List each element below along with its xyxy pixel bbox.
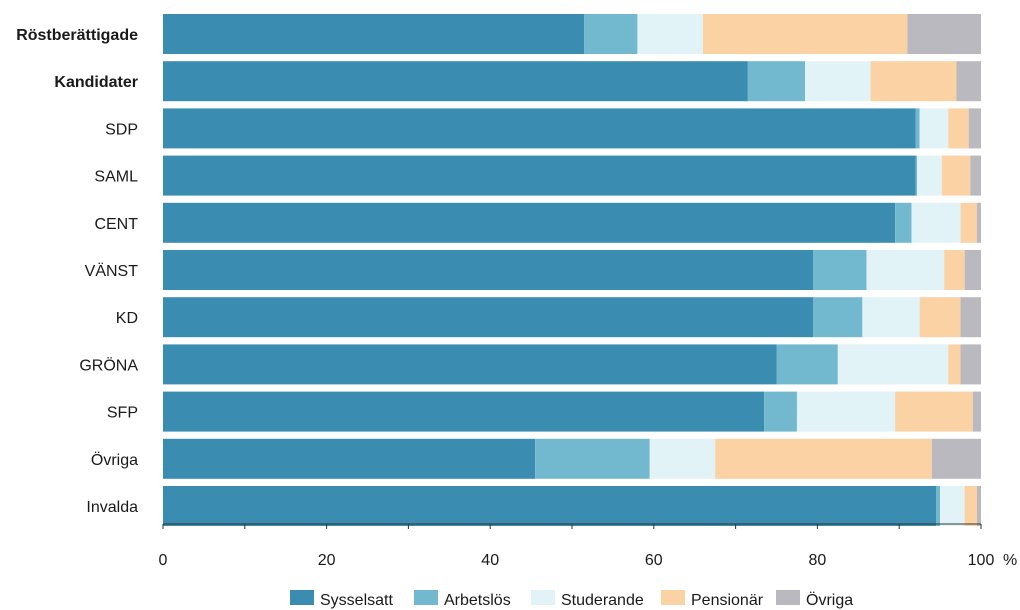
legend-swatch-ovriga (776, 590, 800, 605)
bar-vanst-studerande (866, 250, 945, 290)
bar-rostberattigade-studerande (637, 14, 703, 54)
bar-cent-sysselsatt (163, 202, 896, 243)
x-unit-label: % (1003, 552, 1017, 569)
x-tick-label-0: 0 (159, 552, 168, 569)
x-tick-label-20: 20 (318, 552, 336, 569)
bar-vanst-ovriga (964, 250, 981, 290)
bar-vanst-sysselsatt (163, 250, 814, 290)
bar-sfp-ovriga (972, 391, 981, 432)
category-label-saml: SAML (94, 169, 138, 186)
x-tick-label-100: 100 (968, 552, 995, 569)
x-axis: 0 20 40 60 80 100% (159, 523, 1017, 569)
bar-grona-ovriga (960, 344, 981, 385)
x-tick-label-40: 40 (481, 552, 499, 569)
legend-swatch-sysselsatt (290, 590, 314, 605)
bar-kd-ovriga (960, 297, 981, 338)
legend: Sysselsatt Arbetslös Studerande Pensionär Öv… (290, 590, 853, 609)
bar-grona-pensionar (948, 344, 961, 385)
bar-cent-ovriga (976, 202, 981, 243)
bar-ovriga-ovriga (931, 438, 981, 479)
legend-label-ovriga: Övriga (806, 591, 853, 609)
bar-rostberattigade-pensionar (702, 14, 908, 54)
legend-swatch-pensionar (661, 590, 685, 605)
bar-sdp-studerande (919, 108, 949, 149)
bar-cent-arbetslos (895, 202, 912, 243)
legend-item-studerande: Studerande (531, 590, 644, 609)
category-label-ovriga: Övriga (91, 451, 138, 469)
bar-kandidater-sysselsatt (163, 61, 748, 102)
bar-saml-studerande (917, 155, 942, 196)
bar-saml-arbetslos (915, 155, 918, 196)
legend-label-arbetslos: Arbetslös (444, 592, 511, 609)
bar-vanst-pensionar (944, 250, 965, 290)
bar-invalda-arbetslos (936, 486, 941, 526)
category-label-cent: CENT (94, 216, 138, 233)
bars-layer (163, 14, 981, 526)
legend-item-sysselsatt: Sysselsatt (290, 590, 393, 609)
legend-label-pensionar: Pensionär (691, 592, 764, 609)
legend-item-pensionar: Pensionär (661, 590, 764, 609)
bar-grona-studerande (837, 344, 949, 385)
bar-invalda-sysselsatt (163, 486, 937, 526)
bar-kd-arbetslos (813, 297, 863, 338)
legend-label-studerande: Studerande (561, 592, 644, 609)
bar-cent-pensionar (960, 202, 977, 243)
bar-vanst-arbetslos (813, 250, 867, 290)
category-label-rostberattigade: Röstberättigade (16, 27, 138, 44)
bar-sfp-sysselsatt (163, 391, 765, 432)
bar-kandidater-arbetslos (747, 61, 806, 102)
bar-sdp-ovriga (968, 108, 981, 149)
bar-ovriga-pensionar (715, 438, 932, 479)
category-label-kandidater: Kandidater (54, 74, 138, 91)
x-tick-label-80: 80 (809, 552, 827, 569)
legend-swatch-arbetslos (414, 590, 438, 605)
bar-sdp-pensionar (948, 108, 969, 149)
bar-rostberattigade-sysselsatt (163, 14, 585, 54)
bar-saml-pensionar (941, 155, 971, 196)
bar-sfp-pensionar (895, 391, 973, 432)
bar-saml-ovriga (970, 155, 981, 196)
bar-rostberattigade-arbetslos (584, 14, 638, 54)
legend-label-sysselsatt: Sysselsatt (320, 592, 393, 609)
bar-sdp-arbetslos (915, 108, 920, 149)
bar-ovriga-sysselsatt (163, 438, 536, 479)
legend-item-ovriga: Övriga (776, 590, 853, 609)
bar-cent-studerande (911, 202, 961, 243)
bar-kd-pensionar (919, 297, 961, 338)
bar-ovriga-studerande (649, 438, 716, 479)
bar-kd-sysselsatt (163, 297, 814, 338)
bar-kandidater-studerande (805, 61, 871, 102)
category-label-grona: GRÖNA (79, 356, 138, 374)
bar-kandidater-ovriga (956, 61, 981, 102)
legend-swatch-studerande (531, 590, 555, 605)
category-label-kd: KD (116, 310, 138, 327)
category-label-vanst: VÄNST (85, 262, 139, 280)
category-label-sdp: SDP (105, 121, 138, 138)
bar-sfp-arbetslos (764, 391, 797, 432)
bar-sfp-studerande (796, 391, 896, 432)
legend-item-arbetslos: Arbetslös (414, 590, 511, 609)
bar-grona-arbetslos (776, 344, 838, 385)
bar-sdp-sysselsatt (163, 108, 916, 149)
category-label-invalda: Invalda (86, 499, 138, 516)
bar-ovriga-arbetslos (535, 438, 650, 479)
bar-grona-sysselsatt (163, 344, 777, 385)
bar-kandidater-pensionar (870, 61, 957, 102)
category-label-sfp: SFP (107, 405, 138, 422)
bar-saml-sysselsatt (163, 155, 916, 196)
bar-invalda-pensionar (964, 486, 977, 526)
bar-invalda-ovriga (976, 486, 981, 526)
bar-kd-studerande (862, 297, 920, 338)
bar-invalda-studerande (940, 486, 965, 526)
x-tick-label-60: 60 (645, 552, 663, 569)
bar-rostberattigade-ovriga (907, 14, 981, 54)
category-labels: Röstberättigade Kandidater SDP SAML CENT VÄNS… (16, 27, 138, 516)
